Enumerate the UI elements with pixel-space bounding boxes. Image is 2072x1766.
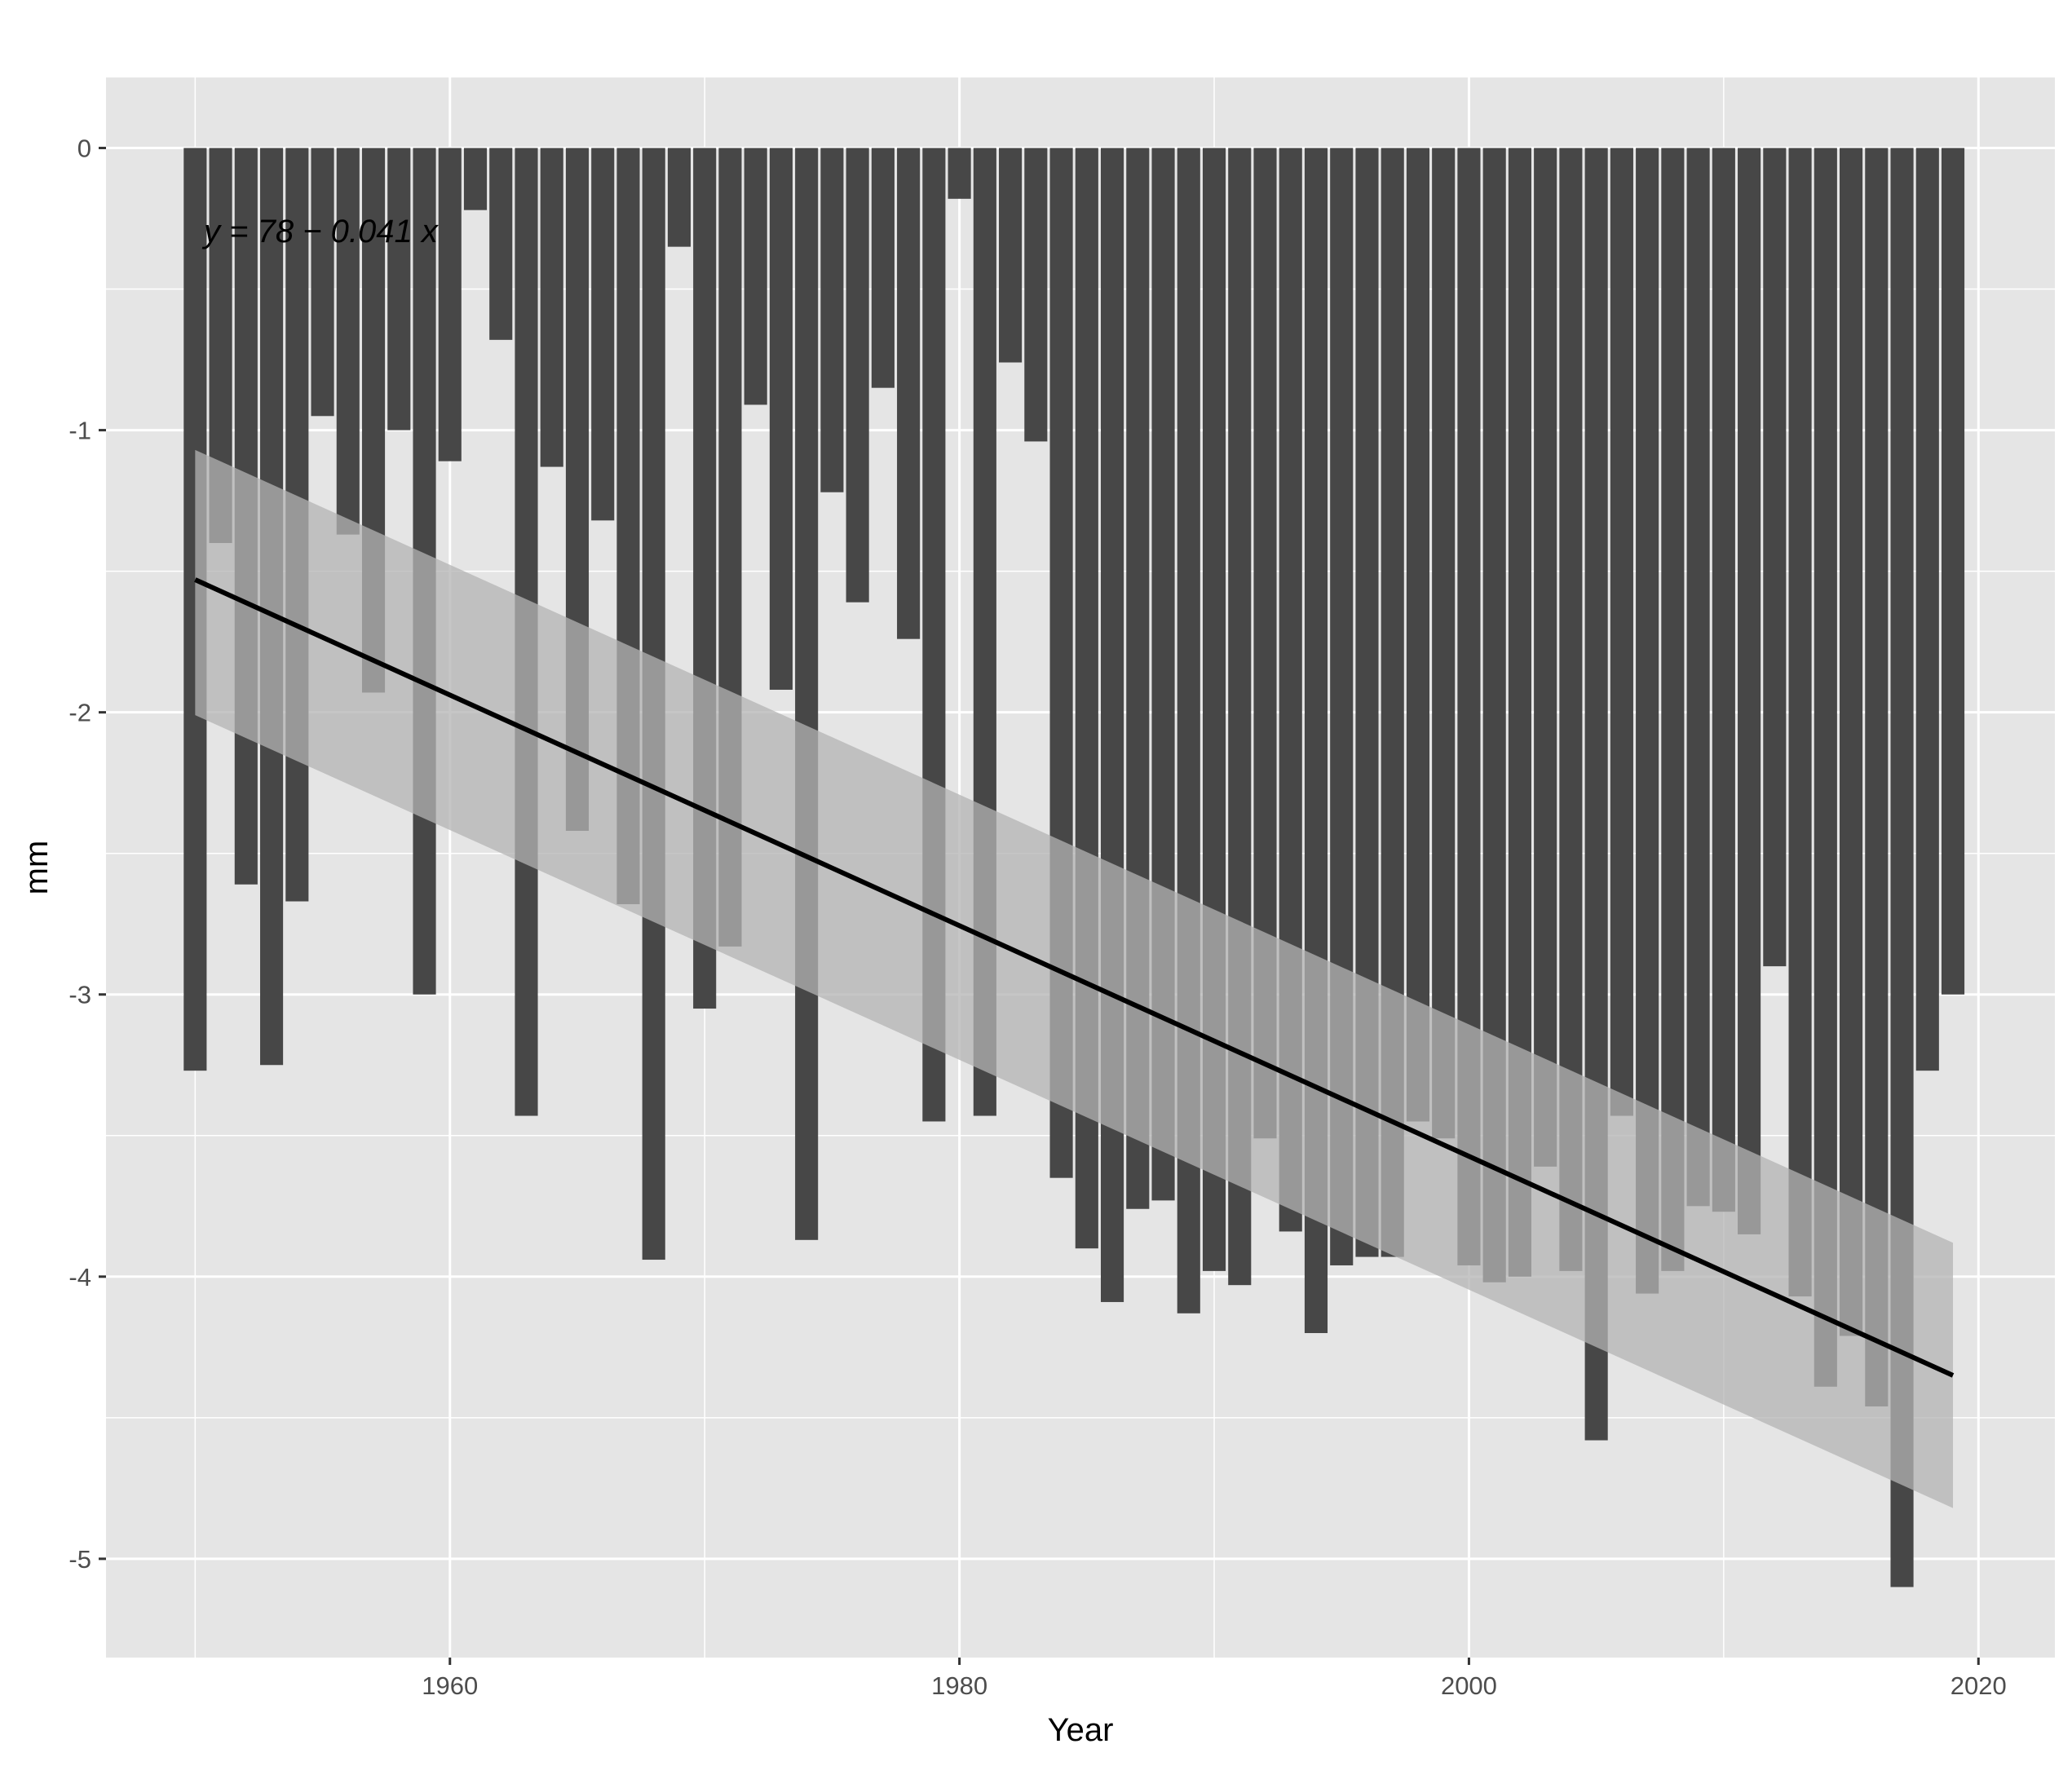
- bar: [1610, 148, 1633, 1116]
- bar: [1686, 148, 1710, 1207]
- bar: [948, 148, 971, 199]
- bar: [489, 148, 513, 340]
- bar: [1534, 148, 1557, 1167]
- x-tick-label: 2000: [1441, 1671, 1497, 1700]
- bar: [1738, 148, 1761, 1234]
- bar: [438, 148, 462, 461]
- bar: [846, 148, 869, 603]
- x-tick-label: 2020: [1951, 1671, 2007, 1700]
- bar: [1763, 148, 1787, 967]
- y-tick-label: -3: [68, 981, 91, 1009]
- y-tick-label: -2: [68, 699, 91, 727]
- bar: [1406, 148, 1430, 1122]
- bar: [1024, 148, 1048, 442]
- x-axis-title: Year: [1048, 1712, 1114, 1748]
- trend-line: [194, 577, 1955, 1378]
- x-tick-label: 1980: [931, 1671, 987, 1700]
- bar: [795, 148, 819, 1240]
- bar: [1661, 148, 1685, 1271]
- bar: [1840, 148, 1863, 1336]
- bar: [387, 148, 411, 430]
- y-tick-label: -1: [68, 417, 91, 445]
- y-tick-label: 0: [77, 135, 91, 163]
- x-tick-label: 1960: [422, 1671, 478, 1700]
- bar: [871, 148, 895, 388]
- x-axis-ticks: 1960 1980 2000 2020: [422, 1658, 2007, 1700]
- bar: [1712, 148, 1735, 1212]
- bar: [1432, 148, 1456, 1139]
- bar: [591, 148, 615, 521]
- bar: [769, 148, 793, 690]
- y-tick-label: -5: [68, 1545, 91, 1574]
- bar: [999, 148, 1023, 363]
- bar: [897, 148, 921, 639]
- bar: [1814, 148, 1837, 1387]
- bar: [1788, 148, 1812, 1297]
- bar: [820, 148, 844, 492]
- regression-equation: y = 78 − 0.041 x: [201, 214, 440, 249]
- bar: [744, 148, 767, 405]
- bar: [336, 148, 360, 535]
- bar: [1865, 148, 1889, 1406]
- y-axis-ticks: 0 -1 -2 -3 -4 -5: [68, 135, 106, 1574]
- bar: [1915, 148, 1939, 1071]
- bar: [540, 148, 563, 467]
- bar: [311, 148, 334, 417]
- bar: [667, 148, 691, 247]
- y-tick-label: -4: [68, 1263, 91, 1291]
- y-axis-title: mm: [19, 841, 55, 895]
- bar: [463, 148, 488, 210]
- bar: [1941, 148, 1965, 995]
